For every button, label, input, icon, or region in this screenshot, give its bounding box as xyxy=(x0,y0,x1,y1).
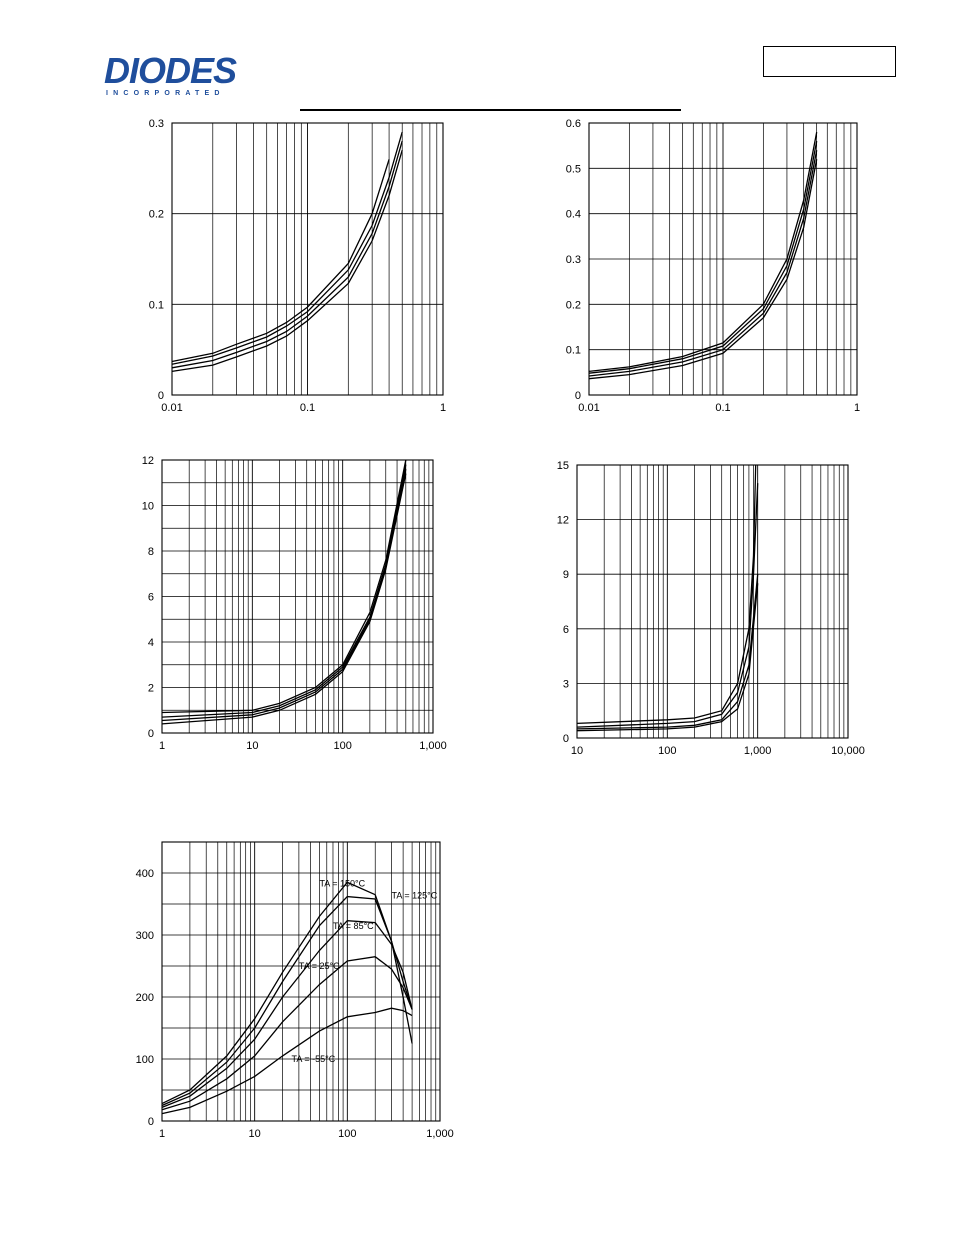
y-tick-label: 15 xyxy=(557,460,569,472)
y-tick-label: 0 xyxy=(158,390,164,402)
series-line-1 xyxy=(171,159,390,363)
x-tick-label: 100 xyxy=(338,1128,356,1140)
y-tick-label: 400 xyxy=(136,868,154,880)
series-line-2 xyxy=(161,464,407,718)
series-line-2 xyxy=(588,140,818,374)
y-tick-label: 12 xyxy=(557,515,569,527)
y-tick-label: 0 xyxy=(563,733,569,745)
x-tick-label: 1,000 xyxy=(744,745,772,757)
series-line-2 xyxy=(576,483,759,728)
plot-frame xyxy=(588,122,858,396)
y-tick-label: 300 xyxy=(136,930,154,942)
x-tick-label: 10 xyxy=(246,740,258,752)
series-annotation: TA = 125°C xyxy=(392,890,438,900)
y-tick-label: 12 xyxy=(142,455,154,467)
y-tick-label: 3 xyxy=(563,678,569,690)
y-tick-label: 100 xyxy=(136,1054,154,1066)
y-tick-label: 0.1 xyxy=(149,299,164,311)
x-tick-label: 100 xyxy=(333,740,351,752)
x-tick-label: 100 xyxy=(658,745,676,757)
y-tick-label: 0.2 xyxy=(149,209,164,221)
series-annotation: TA = 85°C xyxy=(333,921,374,931)
x-tick-label: 10 xyxy=(571,745,583,757)
title-underline xyxy=(300,109,681,111)
x-gridlines xyxy=(161,842,441,1121)
part-number-box xyxy=(763,46,896,77)
series-line-1 xyxy=(576,464,757,725)
x-tick-label: 1 xyxy=(440,402,446,414)
y-tick-label: 0.3 xyxy=(149,118,164,130)
series-line-3 xyxy=(588,150,818,377)
series-line-2 xyxy=(161,895,413,1107)
y-tick-label: 6 xyxy=(563,624,569,636)
x-tick-label: 10,000 xyxy=(831,745,865,757)
y-tick-label: 0.3 xyxy=(566,254,581,266)
y-tick-label: 0.1 xyxy=(566,345,581,357)
x-tick-label: 1 xyxy=(159,1128,165,1140)
series-line-4 xyxy=(161,473,407,725)
y-tick-label: 0.5 xyxy=(566,163,581,175)
series-line-4 xyxy=(171,150,403,373)
x-tick-label: 1 xyxy=(159,740,165,752)
series-annotation: TA = -55°C xyxy=(292,1054,336,1064)
y-tick-label: 0 xyxy=(148,728,154,740)
y-tick-label: 0.4 xyxy=(566,209,581,221)
series-line-4 xyxy=(588,159,818,380)
series-annotation: TA = 150°C xyxy=(319,879,365,889)
series-line-3 xyxy=(161,920,413,1109)
logo-subtext: INCORPORATED xyxy=(106,90,225,97)
series-annotation: TA = 25°C xyxy=(299,961,340,971)
x-tick-label: 0.1 xyxy=(300,402,315,414)
y-tick-label: 6 xyxy=(148,592,154,604)
series-line-3 xyxy=(161,468,407,722)
plot-frame xyxy=(161,459,434,734)
series-line-3 xyxy=(171,140,403,369)
y-tick-label: 200 xyxy=(136,992,154,1004)
y-tick-label: 0 xyxy=(575,390,581,402)
y-tick-label: 0.2 xyxy=(566,299,581,311)
x-tick-label: 1 xyxy=(854,402,860,414)
y-tick-label: 10 xyxy=(142,501,154,513)
series-line-1 xyxy=(588,131,818,373)
x-tick-label: 0.01 xyxy=(161,402,182,414)
x-tick-label: 1,000 xyxy=(419,740,447,752)
y-tick-label: 4 xyxy=(148,637,154,649)
series-line-1 xyxy=(161,459,407,714)
series-line-2 xyxy=(171,131,403,365)
x-tick-label: 10 xyxy=(249,1128,261,1140)
x-tick-label: 0.1 xyxy=(715,402,730,414)
x-tick-label: 1,000 xyxy=(426,1128,454,1140)
y-tick-label: 8 xyxy=(148,546,154,558)
logo-wordmark: DIODES xyxy=(104,50,237,91)
x-tick-label: 0.01 xyxy=(578,402,599,414)
y-tick-label: 9 xyxy=(563,569,569,581)
plot-frame xyxy=(171,122,444,396)
plot-frame xyxy=(161,841,441,1122)
y-gridlines xyxy=(162,841,440,1122)
series-line-1 xyxy=(161,881,413,1105)
y-tick-label: 0.6 xyxy=(566,118,581,130)
company-logo: DIODES INCORPORATED xyxy=(104,50,270,98)
series-line-3 xyxy=(576,574,759,730)
series-line-5 xyxy=(161,1007,413,1115)
y-tick-label: 0 xyxy=(148,1116,154,1128)
series-line-4 xyxy=(161,956,413,1111)
series-line-4 xyxy=(576,583,759,732)
plot-frame xyxy=(576,464,849,739)
y-tick-label: 2 xyxy=(148,683,154,695)
